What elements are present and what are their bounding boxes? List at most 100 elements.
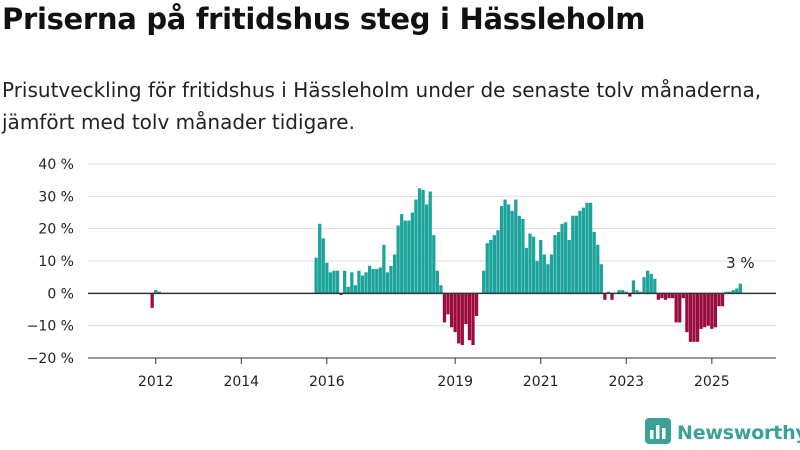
bar [596,244,600,294]
bar [617,290,621,294]
bar [350,272,354,294]
bar [710,293,714,329]
bar [375,269,379,294]
bar [328,272,333,294]
bar [588,202,593,294]
bar [457,293,461,344]
bar [642,277,646,294]
bar [367,265,372,294]
bar [360,275,365,294]
bar [321,238,325,294]
bar [695,293,700,342]
x-tick-label: 2019 [437,374,473,390]
bar [724,291,728,294]
bar [542,254,546,294]
bar [425,204,429,294]
bar [492,235,497,294]
bar [464,293,468,325]
newsworthy-logo: Newsworthy [645,418,800,448]
y-tick-label: 10 % [38,254,74,270]
bar [553,235,557,294]
bar [681,293,685,299]
bar [446,293,450,315]
bar [432,235,436,294]
bar [692,293,696,342]
bar [417,188,422,294]
bar [571,215,575,294]
y-tick-label: −20 % [27,351,74,367]
bar [471,293,475,346]
bar [585,202,589,294]
bar [528,233,532,294]
x-tick-label: 2023 [608,374,644,390]
gridlines [88,163,776,359]
bar [485,243,489,294]
bar [610,293,614,300]
bar [353,285,357,294]
bar [460,293,464,346]
bar [364,272,368,294]
bar [332,270,336,294]
bar [735,288,739,294]
bar [628,293,632,297]
x-tick-label: 2014 [223,374,259,390]
bar [499,206,504,294]
bar [407,220,411,294]
bar [371,269,375,294]
bar [678,293,682,323]
y-tick-label: 0 % [47,286,74,302]
bar [535,261,539,294]
bar [378,267,382,294]
bar [581,207,586,294]
bar [567,239,571,294]
bar [539,239,543,294]
bar [357,270,361,294]
bar [663,293,668,300]
bar [335,270,340,294]
bar-chart-logo-icon [645,418,671,448]
bar [510,210,514,294]
bar [514,199,518,294]
logo-text: Newsworthy [677,422,800,444]
bar [599,264,603,294]
bar [489,239,493,294]
bar [474,293,479,316]
bar [560,223,564,294]
bar [314,257,318,294]
bar [603,293,607,300]
bar [564,222,568,294]
chart-title: Priserna på fritidshus steg i Hässleholm [2,2,646,36]
bar [546,264,550,294]
bar [685,293,689,333]
bar [713,293,718,328]
bar [467,293,472,341]
bar [592,231,596,294]
bar [439,285,443,294]
bar [343,270,347,294]
bar [670,293,675,299]
bar [635,290,639,294]
bar [621,290,625,294]
bar [150,293,154,308]
bar [674,293,678,323]
annotations: 3 % [726,254,755,272]
bar [631,280,636,294]
bar [403,220,407,294]
bar [521,218,525,294]
bar [503,199,507,294]
bar [531,236,536,294]
x-tick-label: 2012 [138,374,174,390]
y-tick-label: −10 % [27,319,74,335]
bar [154,290,158,294]
bar [496,230,500,294]
bar [400,214,404,294]
bar [524,248,529,294]
bar [442,293,447,323]
x-tick-label: 2016 [309,374,345,390]
bar [703,293,707,328]
bar [706,293,710,326]
bar [649,273,653,294]
x-axis-tick-labels: 2012 2014 2016 2019 2021 2023 2025 [138,374,730,390]
bar [549,254,554,294]
bar [638,291,643,294]
